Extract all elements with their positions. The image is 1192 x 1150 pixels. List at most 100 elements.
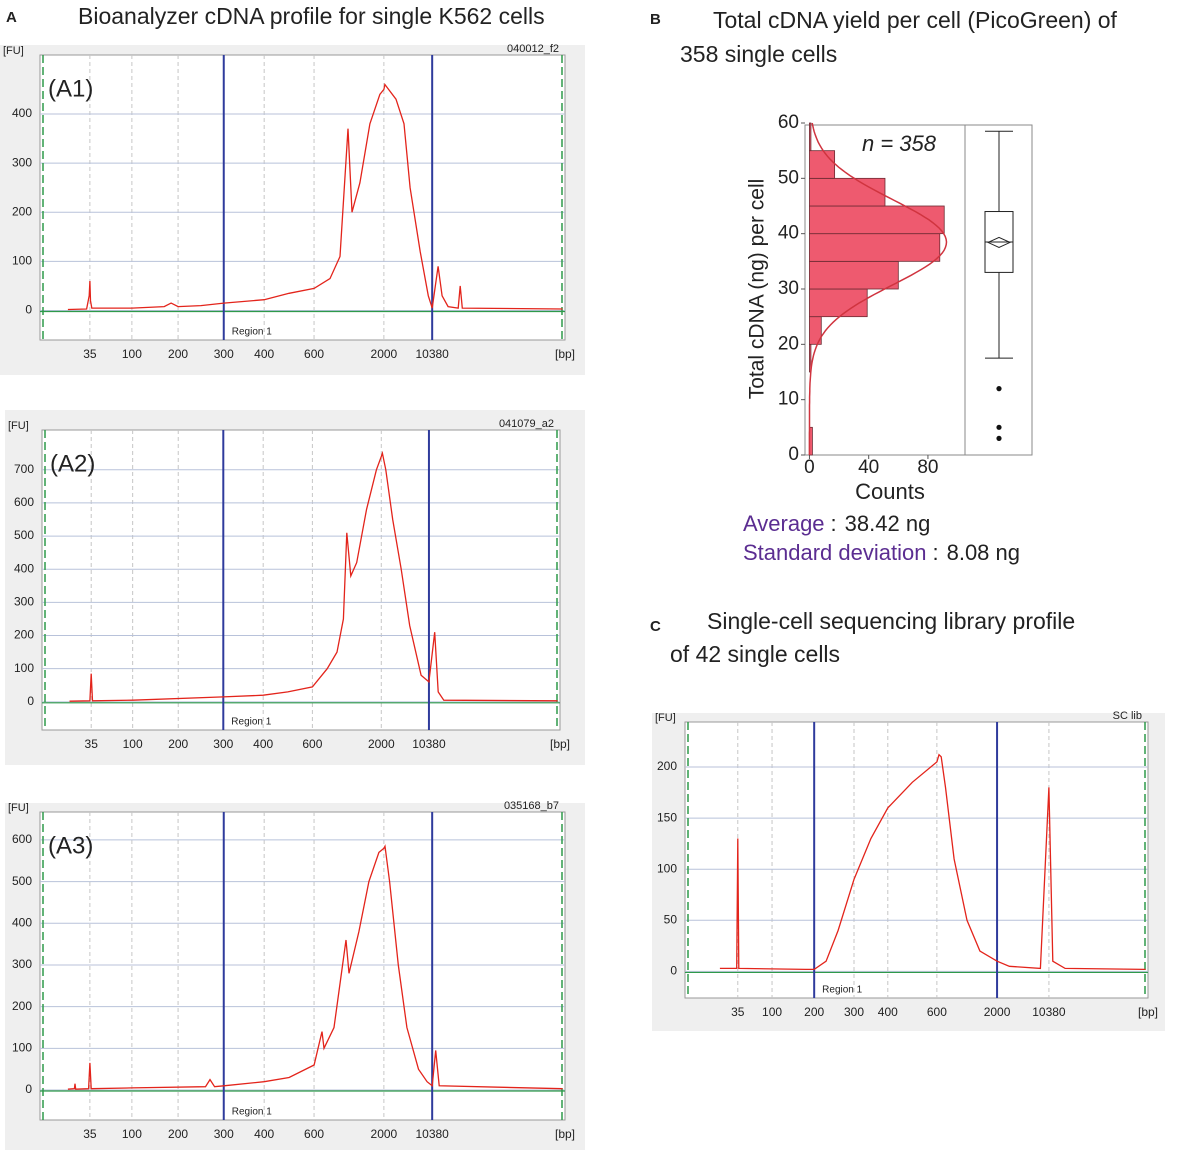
y-tick-label: 600	[14, 495, 34, 509]
y-tick-label: 500	[12, 874, 32, 888]
x-tick-label: 400	[254, 347, 274, 361]
y-unit: [FU]	[8, 420, 29, 432]
trace	[719, 753, 1146, 971]
x-tick-label: 10380	[415, 1127, 449, 1141]
plot-area	[684, 721, 1149, 999]
y-unit: [FU]	[655, 712, 676, 724]
y-tick-label: 100	[657, 861, 677, 875]
y-tick-label: 200	[14, 628, 34, 642]
y-tick-label: 30	[778, 278, 799, 299]
x-tick-label: 2000	[984, 1005, 1011, 1019]
bar	[809, 233, 941, 262]
y-tick-label: 150	[657, 810, 677, 824]
y-tick-label: 200	[12, 999, 32, 1013]
bar	[809, 288, 868, 318]
bar	[809, 205, 945, 235]
x-tick-label: 600	[304, 1127, 324, 1141]
x-tick-label: 10380	[412, 737, 446, 751]
x-tick-label: 100	[122, 1127, 142, 1141]
outlier	[996, 386, 1002, 392]
x-tick-label: 300	[213, 737, 233, 751]
panel-title: Single-cell sequencing library profile	[707, 608, 1075, 634]
y-tick-label: 400	[12, 106, 32, 120]
stat-separator: :	[831, 511, 837, 536]
plot-frame	[804, 124, 1033, 456]
bar	[809, 150, 836, 179]
sample-name: SC lib	[1113, 710, 1142, 722]
panel-title: 358 single cells	[680, 41, 837, 67]
x-tick-label: 400	[878, 1005, 898, 1019]
stat-line: Standard deviation:8.08 ng	[743, 540, 1020, 565]
x-tick-label: 100	[123, 737, 143, 751]
plot-area	[41, 429, 561, 731]
y-tick-label: 0	[25, 303, 32, 317]
x-tick-label: 35	[83, 347, 97, 361]
x-tick-label: 100	[762, 1005, 782, 1019]
y-tick-label: 300	[12, 155, 32, 169]
sample-name: 035168_b7	[504, 800, 559, 812]
panel-letter: C	[650, 618, 661, 635]
panel-letter: B	[650, 11, 661, 28]
x-tick-label: 10380	[415, 347, 449, 361]
y-tick-label: 0	[27, 694, 34, 708]
x-tick-label: 0	[804, 457, 815, 478]
stat-line: Average:38.42 ng	[743, 511, 930, 536]
sample-name: 041079_a2	[499, 418, 554, 430]
y-tick-label: 60	[778, 112, 799, 133]
bar	[809, 122, 812, 152]
x-tick-label: 100	[122, 347, 142, 361]
x-tick-label: 200	[168, 1127, 188, 1141]
stat-value: 8.08 ng	[947, 540, 1020, 565]
region-label: Region 1	[232, 327, 272, 338]
normal-fit	[808, 122, 948, 455]
x-unit: [bp]	[1138, 1005, 1158, 1019]
y-tick-label: 0	[788, 444, 799, 465]
region-label: Region 1	[232, 1107, 272, 1118]
trace	[67, 82, 563, 311]
y-tick-label: 400	[12, 915, 32, 929]
x-tick-label: 600	[302, 737, 322, 751]
x-tick-label: 35	[85, 737, 99, 751]
x-tick-label: 2000	[368, 737, 395, 751]
y-tick-label: 600	[12, 832, 32, 846]
x-tick-label: 200	[168, 347, 188, 361]
x-tick-label: 200	[804, 1005, 824, 1019]
trace	[67, 844, 563, 1090]
x-axis-label: Counts	[855, 479, 925, 504]
panel-title: of 42 single cells	[670, 641, 840, 667]
y-tick-label: 0	[670, 964, 677, 978]
bar	[809, 260, 899, 290]
bar	[809, 177, 886, 207]
y-tick-label: 100	[12, 254, 32, 268]
stat-separator: :	[932, 540, 938, 565]
panel-label: (A2)	[50, 450, 95, 477]
mean-diamond	[986, 236, 1012, 248]
y-tick-label: 300	[12, 957, 32, 971]
trace	[69, 450, 558, 702]
stat-label: Standard deviation	[743, 540, 926, 565]
y-tick-label: 10	[778, 389, 799, 410]
stat-value: 38.42 ng	[845, 511, 931, 536]
plot-area	[39, 54, 566, 341]
x-tick-label: 80	[917, 457, 938, 478]
x-tick-label: 300	[214, 347, 234, 361]
x-tick-label: 400	[254, 1127, 274, 1141]
panel-title: Total cDNA yield per cell (PicoGreen) of	[713, 7, 1118, 33]
x-tick-label: 300	[214, 1127, 234, 1141]
x-unit: [bp]	[555, 1127, 575, 1141]
plot-area	[39, 811, 566, 1121]
x-tick-label: 35	[731, 1005, 745, 1019]
outlier	[996, 435, 1002, 441]
x-unit: [bp]	[555, 347, 575, 361]
region-label: Region 1	[822, 985, 862, 996]
y-tick-label: 0	[25, 1082, 32, 1096]
x-unit: [bp]	[550, 737, 570, 751]
region-label: Region 1	[231, 717, 271, 728]
y-tick-label: 500	[14, 528, 34, 542]
y-tick-label: 300	[14, 595, 34, 609]
x-tick-label: 300	[844, 1005, 864, 1019]
annotation: n = 358	[862, 131, 937, 156]
y-tick-label: 50	[778, 167, 799, 188]
stat-label: Average	[743, 511, 825, 536]
